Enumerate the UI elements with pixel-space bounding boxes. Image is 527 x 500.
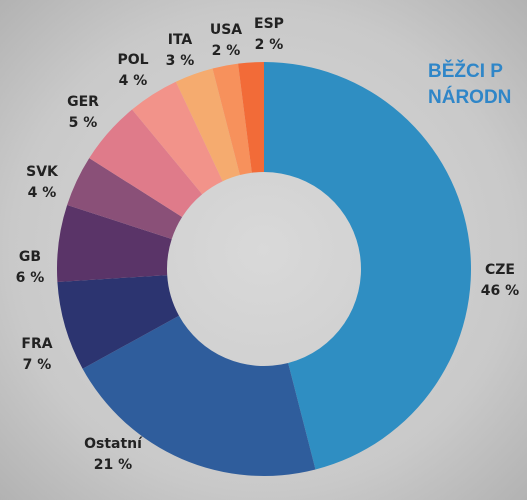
category-label: GER xyxy=(67,94,99,110)
value-label: 3 % xyxy=(166,53,195,69)
category-label: ITA xyxy=(168,32,193,48)
value-label: 2 % xyxy=(212,43,241,59)
value-label: 6 % xyxy=(16,270,45,286)
value-label: 7 % xyxy=(23,357,52,373)
category-label: USA xyxy=(210,22,242,38)
title-line: BĚŽCI P xyxy=(428,60,503,82)
value-label: 2 % xyxy=(255,37,284,53)
value-label: 4 % xyxy=(119,73,148,89)
value-label: 46 % xyxy=(481,283,519,299)
category-label: CZE xyxy=(485,262,515,278)
chart: BĚŽCI P NÁRODN CZE 46 % Ostatní 21 % FRA 7 % G… xyxy=(0,0,527,500)
title-line: NÁRODN xyxy=(428,86,511,108)
category-label: GB xyxy=(19,249,41,265)
category-label: POL xyxy=(117,52,148,68)
value-label: 4 % xyxy=(28,185,57,201)
category-label: ESP xyxy=(254,16,284,32)
category-label: SVK xyxy=(26,164,59,180)
value-label: 21 % xyxy=(94,457,132,473)
category-label: FRA xyxy=(21,336,52,352)
value-label: 5 % xyxy=(69,115,98,131)
category-label: Ostatní xyxy=(84,436,143,452)
